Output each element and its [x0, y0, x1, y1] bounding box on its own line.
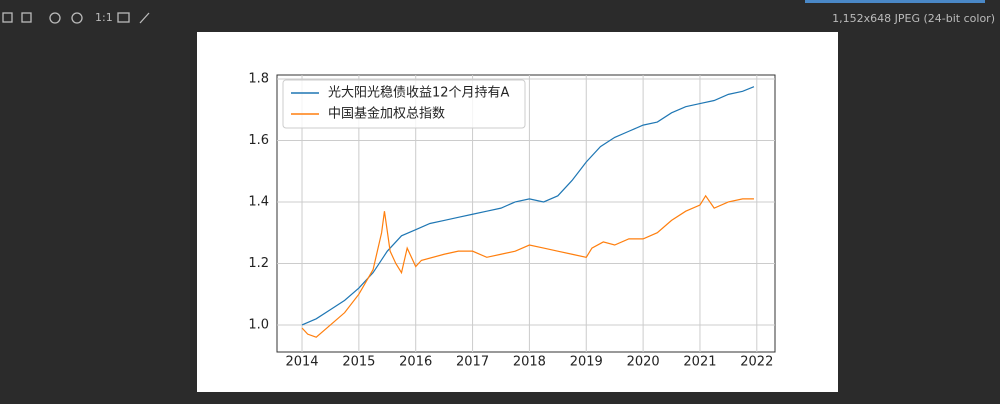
picker-icon[interactable] [139, 12, 150, 24]
series-line [301, 86, 755, 326]
x-tick-label: 2014 [285, 355, 318, 370]
y-tick-label: 1.0 [248, 317, 269, 332]
legend-label: 中国基金加权总指数 [328, 106, 445, 122]
legend-box [282, 79, 526, 129]
zoom-label[interactable]: 1:1 [95, 11, 113, 24]
series-line [301, 194, 754, 338]
x-tick-label: 2022 [740, 355, 773, 370]
x-tick-label: 2019 [570, 355, 603, 370]
toolbar [2, 12, 150, 24]
y-tick-label: 1.8 [248, 71, 269, 86]
active-tab [805, 0, 985, 3]
x-tick-label: 2017 [456, 355, 489, 370]
fit-icon[interactable] [2, 12, 13, 23]
y-tick-label: 1.2 [248, 256, 269, 271]
y-tick-label: 1.4 [248, 194, 269, 209]
x-tick-label: 2020 [627, 355, 660, 370]
x-tick-label: 2018 [513, 355, 546, 370]
x-tick-label: 2016 [399, 355, 432, 370]
grid-icon[interactable] [21, 12, 32, 23]
x-tick-label: 2015 [342, 355, 375, 370]
bg-icon[interactable] [117, 12, 130, 23]
zoom-out-icon[interactable] [71, 12, 83, 24]
image-info: 1,152x648 JPEG (24-bit color) [832, 12, 995, 25]
zoom-in-icon[interactable] [49, 12, 61, 24]
y-tick-label: 1.6 [248, 133, 269, 148]
legend-label: 光大阳光稳债收益12个月持有A [328, 85, 510, 101]
plot-frame [276, 74, 776, 353]
x-tick-label: 2021 [683, 355, 716, 370]
